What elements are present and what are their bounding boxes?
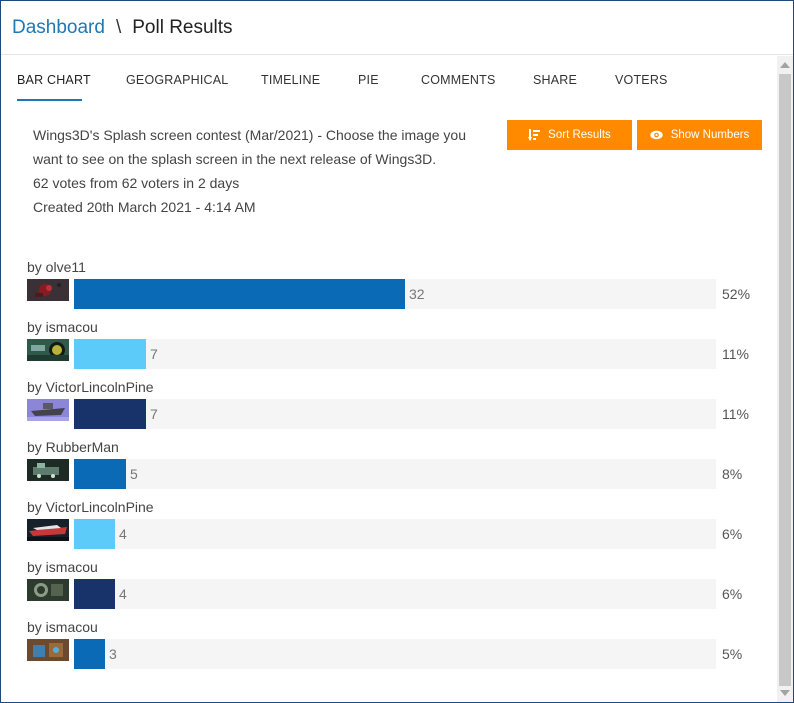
option-label: by ismacou	[27, 619, 98, 635]
result-bar	[74, 399, 146, 429]
show-numbers-label: Show Numbers	[670, 129, 750, 141]
vote-count: 7	[150, 346, 158, 362]
option-label: by VictorLincolnPine	[27, 379, 154, 395]
result-row: by VictorLincolnPine 7 11%	[1, 379, 777, 439]
option-label: by ismacou	[27, 559, 98, 575]
result-bar	[74, 519, 115, 549]
vote-percentage: 6%	[722, 586, 743, 602]
poll-description: Wings3D's Splash screen contest (Mar/202…	[33, 123, 473, 219]
show-numbers-button[interactable]: Show Numbers	[637, 120, 762, 150]
vote-count: 4	[119, 586, 127, 602]
option-label: by RubberMan	[27, 439, 119, 455]
result-row: by ismacou 4 6%	[1, 559, 777, 619]
option-label: by ismacou	[27, 319, 98, 335]
created-date: Created 20th March 2021 - 4:14 AM	[33, 199, 256, 215]
sort-icon	[528, 129, 541, 141]
eye-icon	[649, 130, 663, 140]
result-bar	[74, 339, 146, 369]
result-row: by ismacou 7 11%	[1, 319, 777, 379]
option-thumbnail-image	[27, 279, 69, 301]
result-bar-track: 3	[74, 639, 716, 669]
vote-percentage: 52%	[722, 286, 751, 302]
sort-results-label: Sort Results	[548, 129, 611, 141]
breadcrumb: Dashboard \ Poll Results	[1, 1, 793, 55]
vote-percentage: 8%	[722, 466, 743, 482]
result-bar	[74, 279, 405, 309]
option-label: by olve11	[27, 259, 86, 275]
scrollbar-thumb[interactable]	[779, 74, 791, 686]
poll-question-line-1: Wings3D's Splash screen contest (Mar/202…	[33, 127, 466, 143]
votes-summary: 62 votes from 62 voters in 2 days	[33, 175, 240, 191]
option-thumbnail-image	[27, 399, 69, 421]
vote-percentage: 11%	[722, 346, 749, 362]
breadcrumb-separator: \	[115, 16, 122, 38]
poll-question-line-2: want to see on the splash screen in the …	[33, 151, 437, 167]
result-bar-track: 32	[74, 279, 716, 309]
tab-share[interactable]: SHARE	[533, 73, 578, 87]
poll-results-panel: BAR CHART GEOGRAPHICAL TIMELINE PIE COMM…	[1, 56, 777, 702]
vote-count: 3	[109, 646, 117, 662]
tab-bar: BAR CHART GEOGRAPHICAL TIMELINE PIE COMM…	[1, 56, 777, 102]
result-bar-track: 7	[74, 339, 716, 369]
option-thumbnail-image	[27, 579, 69, 601]
breadcrumb-dashboard-link[interactable]: Dashboard	[12, 16, 105, 38]
result-bar-track: 4	[74, 519, 716, 549]
tab-geographical[interactable]: GEOGRAPHICAL	[126, 73, 229, 87]
vote-count: 5	[130, 466, 138, 482]
vertical-scrollbar[interactable]	[777, 56, 793, 702]
vote-count: 32	[409, 286, 425, 302]
result-row: by ismacou 3 5%	[1, 619, 777, 679]
result-row: by RubberMan 5 8%	[1, 439, 777, 499]
result-bar-track: 5	[74, 459, 716, 489]
result-bar-track: 4	[74, 579, 716, 609]
tab-pie[interactable]: PIE	[358, 73, 379, 87]
page-title: Poll Results	[132, 16, 233, 38]
result-row: by VictorLincolnPine 4 6%	[1, 499, 777, 559]
tab-comments[interactable]: COMMENTS	[421, 73, 496, 87]
vote-percentage: 5%	[722, 646, 743, 662]
vote-percentage: 6%	[722, 526, 743, 542]
result-row: by olve11 32 52%	[1, 259, 777, 319]
sort-results-button[interactable]: Sort Results	[507, 120, 632, 150]
result-bar-track: 7	[74, 399, 716, 429]
tab-bar-chart[interactable]: BAR CHART	[17, 73, 91, 87]
result-bar	[74, 579, 115, 609]
vote-count: 7	[150, 406, 158, 422]
result-bar	[74, 639, 105, 669]
scroll-up-arrow-icon[interactable]	[780, 62, 790, 68]
option-thumbnail-image	[27, 519, 69, 541]
option-thumbnail-image	[27, 639, 69, 661]
option-label: by VictorLincolnPine	[27, 499, 154, 515]
result-bar	[74, 459, 126, 489]
vote-count: 4	[119, 526, 127, 542]
scroll-down-arrow-icon[interactable]	[780, 690, 790, 696]
tab-timeline[interactable]: TIMELINE	[261, 73, 321, 87]
active-tab-indicator	[17, 99, 82, 101]
option-thumbnail-image	[27, 459, 69, 481]
tab-voters[interactable]: VOTERS	[615, 73, 668, 87]
option-thumbnail-image	[27, 339, 69, 361]
vote-percentage: 11%	[722, 406, 749, 422]
